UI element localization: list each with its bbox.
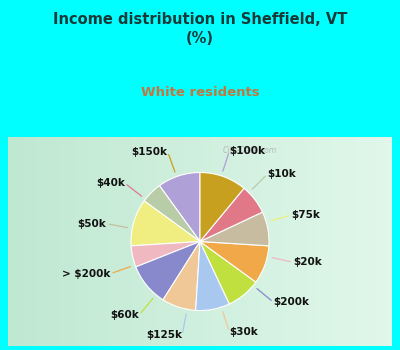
Wedge shape	[196, 241, 229, 310]
Text: $200k: $200k	[273, 297, 309, 307]
Wedge shape	[160, 173, 200, 242]
Text: $30k: $30k	[230, 327, 258, 337]
Wedge shape	[200, 212, 269, 246]
Text: White residents: White residents	[141, 86, 259, 99]
Wedge shape	[144, 186, 200, 241]
Text: $50k: $50k	[78, 219, 106, 229]
Text: $100k: $100k	[230, 146, 266, 156]
Text: Income distribution in Sheffield, VT
(%): Income distribution in Sheffield, VT (%)	[53, 12, 347, 46]
Wedge shape	[163, 241, 200, 310]
Text: $150k: $150k	[132, 147, 168, 157]
Text: $20k: $20k	[293, 257, 322, 267]
Wedge shape	[131, 201, 200, 246]
Text: $10k: $10k	[267, 169, 296, 179]
Text: $75k: $75k	[292, 210, 320, 220]
Wedge shape	[136, 241, 200, 300]
Text: $40k: $40k	[96, 178, 125, 188]
Wedge shape	[200, 241, 256, 304]
Wedge shape	[131, 241, 200, 267]
Text: $125k: $125k	[146, 330, 182, 340]
Text: > $200k: > $200k	[62, 269, 110, 279]
Wedge shape	[200, 188, 262, 241]
Wedge shape	[200, 173, 244, 242]
Text: $60k: $60k	[110, 310, 139, 320]
Wedge shape	[200, 241, 269, 282]
Text: City-Data.com: City-Data.com	[223, 146, 277, 155]
